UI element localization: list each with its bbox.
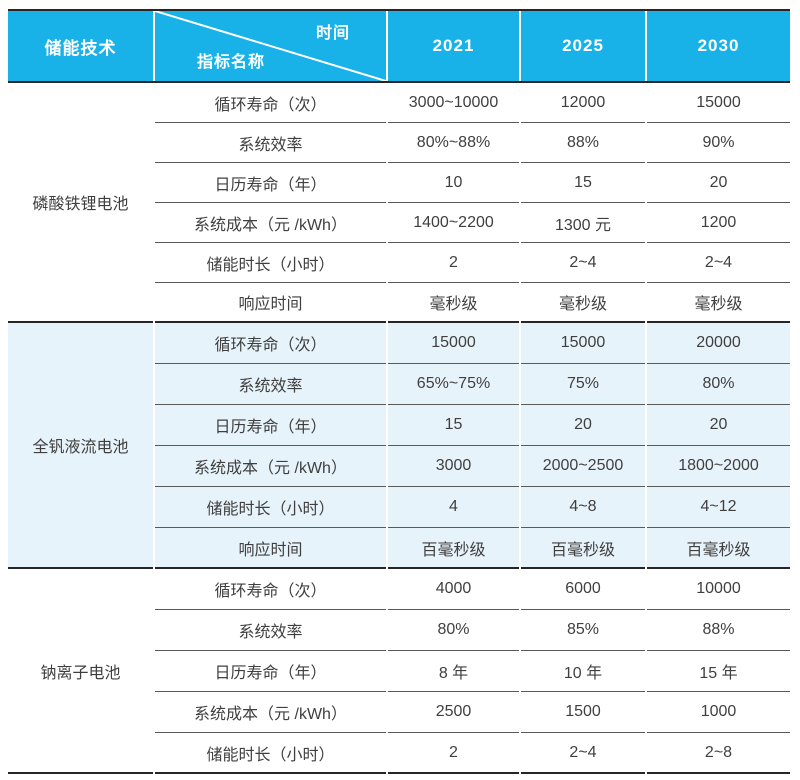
cell-value: 2 [388, 733, 519, 774]
row-label: 循环寿命（次） [155, 569, 386, 610]
row-label: 系统效率 [155, 364, 386, 405]
diagonal-line [155, 11, 386, 81]
row-label: 日历寿命（年） [155, 163, 386, 203]
row-label: 循环寿命（次） [155, 323, 386, 364]
cell-value: 88% [647, 610, 790, 651]
cell-value: 2 [388, 243, 519, 283]
group-label-lfp: 磷酸铁锂电池 [8, 83, 153, 323]
cell-value: 85% [521, 610, 645, 651]
cell-value: 6000 [521, 569, 645, 610]
corner-label-indicator: 指标名称 [197, 54, 266, 71]
cell-value: 4 [388, 487, 519, 528]
cell-value: 4000 [388, 569, 519, 610]
cell-value: 80% [388, 610, 519, 651]
cell-value: 2~4 [647, 243, 790, 283]
cell-value: 4~12 [647, 487, 790, 528]
row-label: 系统效率 [155, 610, 386, 651]
cell-value: 1000 [647, 692, 790, 733]
cell-value: 4~8 [521, 487, 645, 528]
cell-value: 2000~2500 [521, 446, 645, 487]
cell-value: 15000 [388, 323, 519, 364]
cell-value: 2~8 [647, 733, 790, 774]
cell-value: 2~4 [521, 733, 645, 774]
header-cell-year-2030: 2030 [647, 11, 790, 81]
cell-value: 15000 [647, 83, 790, 123]
row-label: 系统成本（元 /kWh） [155, 692, 386, 733]
cell-value: 10 年 [521, 651, 645, 692]
row-label: 系统效率 [155, 123, 386, 163]
storage-tech-table: 储能技术 时间 指标名称 2021 2025 2030 磷酸铁锂电池 循环寿命（… [8, 9, 790, 774]
row-label: 储能时长（小时） [155, 733, 386, 774]
group-label-sodium: 钠离子电池 [8, 569, 153, 774]
cell-value: 3000~10000 [388, 83, 519, 123]
row-label: 响应时间 [155, 528, 386, 569]
row-label: 储能时长（小时） [155, 243, 386, 283]
row-label: 储能时长（小时） [155, 487, 386, 528]
cell-value: 百毫秒级 [647, 528, 790, 569]
group-lfp: 磷酸铁锂电池 循环寿命（次） 3000~10000 12000 15000 系统… [8, 83, 790, 323]
cell-value: 10000 [647, 569, 790, 610]
cell-value: 毫秒级 [388, 283, 519, 323]
cell-value: 65%~75% [388, 364, 519, 405]
cell-value: 80%~88% [388, 123, 519, 163]
cell-value: 15 [388, 405, 519, 446]
cell-value: 3000 [388, 446, 519, 487]
group-vanadium: 全钒液流电池 循环寿命（次） 15000 15000 20000 系统效率 65… [8, 323, 790, 569]
cell-value: 8 年 [388, 651, 519, 692]
header-cell-storage-tech: 储能技术 [8, 11, 153, 81]
cell-value: 80% [647, 364, 790, 405]
table-header-row: 储能技术 时间 指标名称 2021 2025 2030 [8, 9, 790, 83]
cell-value: 1800~2000 [647, 446, 790, 487]
cell-value: 百毫秒级 [521, 528, 645, 569]
row-label: 系统成本（元 /kWh） [155, 446, 386, 487]
cell-value: 百毫秒级 [388, 528, 519, 569]
cell-value: 75% [521, 364, 645, 405]
group-label-vanadium: 全钒液流电池 [8, 323, 153, 569]
row-label: 系统成本（元 /kWh） [155, 203, 386, 243]
cell-value: 12000 [521, 83, 645, 123]
cell-value: 1300 元 [521, 203, 645, 243]
row-label: 日历寿命（年） [155, 651, 386, 692]
cell-value: 1200 [647, 203, 790, 243]
cell-value: 1500 [521, 692, 645, 733]
cell-value: 毫秒级 [521, 283, 645, 323]
cell-value: 88% [521, 123, 645, 163]
cell-value: 15000 [521, 323, 645, 364]
header-cell-year-2021: 2021 [388, 11, 519, 81]
group-sodium: 钠离子电池 循环寿命（次） 4000 6000 10000 系统效率 80% 8… [8, 569, 790, 774]
cell-value: 90% [647, 123, 790, 163]
cell-value: 2~4 [521, 243, 645, 283]
corner-label-time: 时间 [315, 25, 350, 42]
cell-value: 1400~2200 [388, 203, 519, 243]
cell-value: 20000 [647, 323, 790, 364]
cell-value: 15 年 [647, 651, 790, 692]
row-label: 响应时间 [155, 283, 386, 323]
cell-value: 20 [521, 405, 645, 446]
cell-value: 2500 [388, 692, 519, 733]
row-label: 日历寿命（年） [155, 405, 386, 446]
cell-value: 20 [647, 405, 790, 446]
row-label: 循环寿命（次） [155, 83, 386, 123]
cell-value: 10 [388, 163, 519, 203]
header-cell-year-2025: 2025 [521, 11, 645, 81]
header-cell-diagonal: 时间 指标名称 [155, 11, 386, 81]
cell-value: 15 [521, 163, 645, 203]
cell-value: 20 [647, 163, 790, 203]
cell-value: 毫秒级 [647, 283, 790, 323]
